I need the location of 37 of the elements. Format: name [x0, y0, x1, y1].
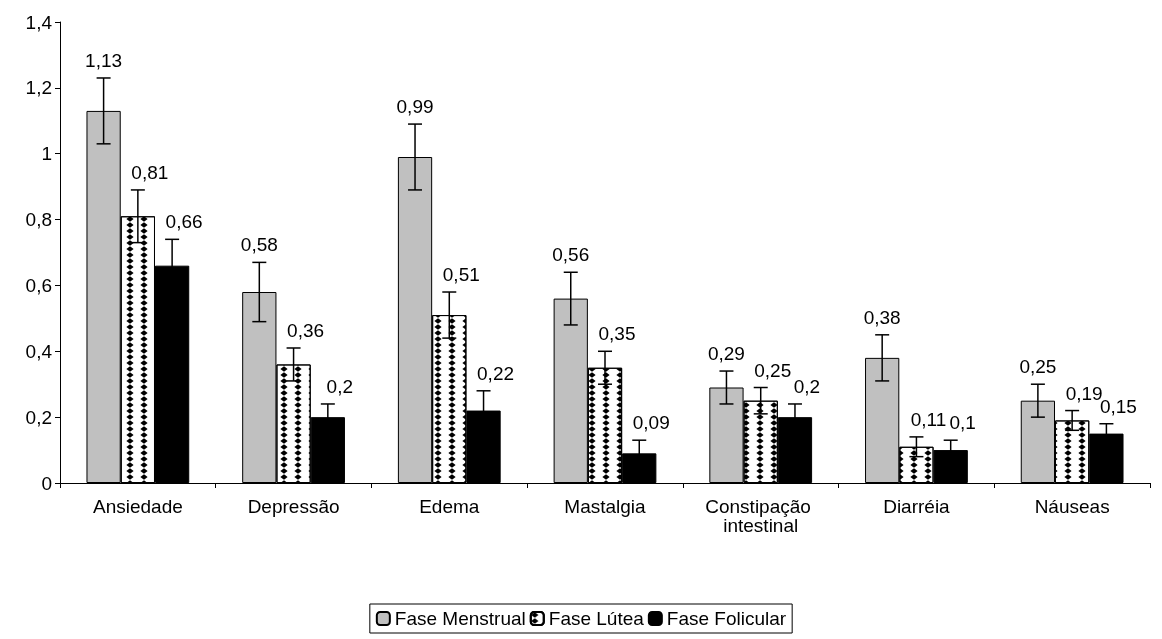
x-tick-label: Diarréia — [883, 496, 951, 517]
data-label: 0,51 — [442, 264, 480, 286]
data-label: 0,35 — [598, 323, 636, 345]
data-label: 0,38 — [863, 306, 901, 328]
data-label: 0,09 — [632, 412, 670, 434]
y-tick-label: 1,4 — [25, 11, 53, 33]
data-label: 0,25 — [754, 359, 792, 381]
data-label: 0,81 — [131, 161, 169, 183]
x-tick-label: Ansiedade — [92, 496, 183, 517]
data-label: 0,2 — [793, 375, 821, 397]
x-tick-label: Depressão — [247, 496, 340, 517]
data-label: 1,13 — [85, 49, 123, 71]
data-label: 0,11 — [910, 408, 947, 430]
y-tick-label: 1 — [41, 143, 52, 165]
data-label: 0,66 — [165, 211, 203, 233]
data-label: 0,2 — [326, 375, 354, 397]
data-label: 0,22 — [477, 362, 515, 384]
data-label: 0,56 — [552, 244, 590, 266]
y-tick-label: 1,2 — [25, 77, 52, 99]
legend-label: Fase Folicular — [666, 608, 787, 629]
legend-label: Fase Lútea — [548, 608, 645, 629]
y-tick-label: 0 — [41, 472, 52, 494]
x-tick-label: Edema — [419, 496, 480, 517]
y-tick-label: 0,4 — [25, 340, 53, 362]
data-label: 0,99 — [396, 96, 434, 118]
data-label: 0,29 — [707, 343, 745, 365]
legend-label: Fase Menstrual — [394, 608, 526, 629]
data-label: 0,36 — [287, 319, 325, 341]
data-label: 0,25 — [1019, 356, 1057, 378]
x-tick-label: Mastalgia — [564, 496, 647, 517]
data-label: 0,58 — [240, 234, 278, 256]
data-label: 0,1 — [949, 412, 976, 434]
x-tick-label: Náuseas — [1034, 496, 1110, 517]
x-tick-label: Constipação intestinal — [705, 496, 817, 536]
y-tick-label: 0,2 — [25, 406, 52, 428]
y-tick-label: 0,8 — [25, 209, 52, 231]
y-tick-label: 0,6 — [25, 274, 52, 296]
